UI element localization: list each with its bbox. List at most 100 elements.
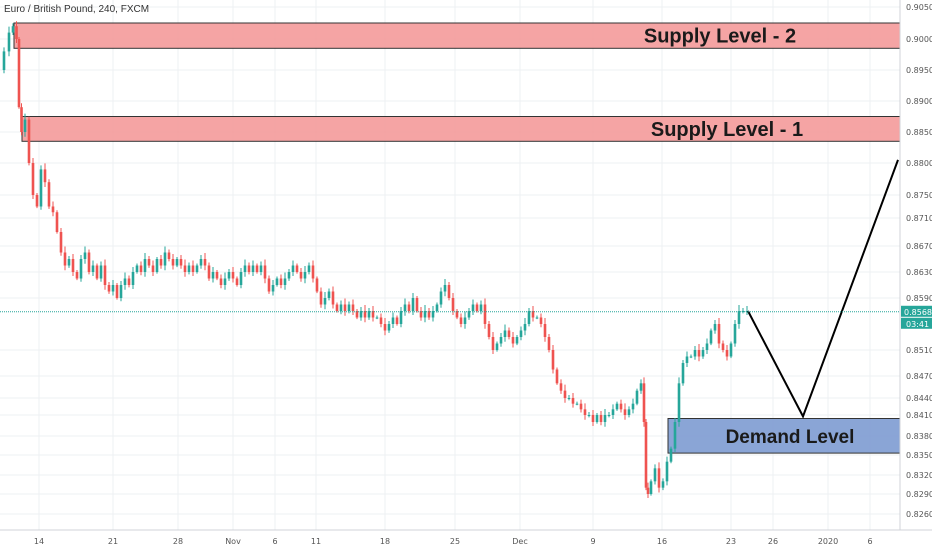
candle-body (443, 285, 447, 292)
candle-body (251, 265, 255, 272)
candle-body (685, 356, 689, 363)
candle-body (411, 298, 415, 311)
candle-body (467, 311, 471, 318)
candle-body (283, 278, 287, 285)
candle-body (583, 409, 587, 415)
countdown-label: 03:41 (906, 320, 929, 329)
candle-body (299, 272, 303, 279)
candle-body (35, 195, 39, 207)
candle-body (83, 252, 87, 259)
candle-body (191, 265, 195, 272)
candle-body (627, 409, 631, 415)
candle-body (431, 311, 435, 318)
zone-rect-2 (21, 116, 901, 142)
x-tick-label: 16 (657, 537, 667, 546)
candle-body (367, 311, 371, 318)
candle-body (139, 265, 143, 272)
candle-body (323, 298, 327, 305)
candle-body (697, 350, 701, 357)
candle-body (335, 304, 339, 311)
time-axis-bg (0, 530, 932, 550)
candle-body (539, 317, 543, 324)
candle-body (279, 278, 283, 285)
candle-body (644, 422, 648, 488)
candle-body (291, 265, 295, 272)
candle-body (51, 206, 55, 213)
time-axis[interactable]: 14 21 28 Nov 6 11 18 25 Dec 9 16 23 26 2020 6 (0, 529, 932, 550)
candle-body (23, 119, 27, 132)
candle-body (451, 298, 455, 311)
candle-body (155, 259, 159, 272)
candle-body (167, 252, 171, 259)
candle-body (59, 232, 63, 253)
candle-body (563, 390, 567, 398)
candle-body (327, 291, 331, 298)
candle-body (733, 324, 737, 344)
x-tick-label: 2020 (818, 537, 838, 546)
candle-body (587, 415, 591, 416)
candle-body (215, 272, 219, 279)
candle-body (239, 272, 243, 285)
candle-body (275, 278, 279, 285)
candle-body (737, 311, 741, 324)
candle-body (619, 403, 623, 410)
candle-body (499, 337, 503, 344)
candle-body (653, 468, 657, 482)
projection-line (747, 159, 899, 419)
candle-body (99, 265, 103, 279)
candle-body (127, 278, 131, 285)
candle-body (67, 259, 71, 266)
zone-labels: Supply Level - 2 Supply Level - 1 Demand L… (644, 26, 855, 448)
candle-body (87, 252, 91, 272)
candle-body (263, 265, 267, 279)
candle-body (95, 265, 99, 279)
candle-body (103, 265, 107, 285)
candle-body (135, 265, 139, 272)
candle-body (15, 26, 18, 39)
candle-body (287, 272, 291, 279)
candle-body (507, 330, 511, 337)
candle-body (681, 363, 685, 384)
candle-body (163, 252, 167, 266)
candle-body (729, 343, 733, 357)
candle-body (259, 265, 263, 272)
candle-body (79, 259, 83, 279)
candle-body (375, 317, 379, 319)
candle-body (639, 383, 643, 391)
zone-label-2: Supply Level - 1 (651, 119, 803, 141)
candle-body (211, 272, 215, 279)
candle-body (343, 304, 347, 311)
candle-body (579, 403, 583, 410)
candle-body (355, 311, 359, 318)
chart-title: Euro / British Pound, 240, FXCM (4, 4, 150, 15)
candle-body (607, 415, 611, 416)
candle-body (631, 403, 635, 410)
candle-body (725, 350, 729, 357)
candle-body (423, 311, 427, 318)
last-price-label: 0.85688 (904, 308, 932, 317)
candle-body (123, 278, 127, 285)
candle-body (677, 383, 681, 422)
candle-body (435, 304, 439, 311)
x-tick-label: 6 (272, 537, 277, 546)
candle-body (379, 317, 383, 324)
candle-body (159, 259, 163, 266)
candle-body (171, 259, 175, 266)
x-tick-label: 25 (450, 537, 460, 546)
candle-body (419, 311, 423, 318)
candle-body (403, 304, 407, 311)
candle-body (231, 272, 235, 279)
candle-body (303, 272, 307, 279)
countdown-badge (901, 317, 932, 329)
zone-label-3: Demand Level (726, 427, 855, 448)
